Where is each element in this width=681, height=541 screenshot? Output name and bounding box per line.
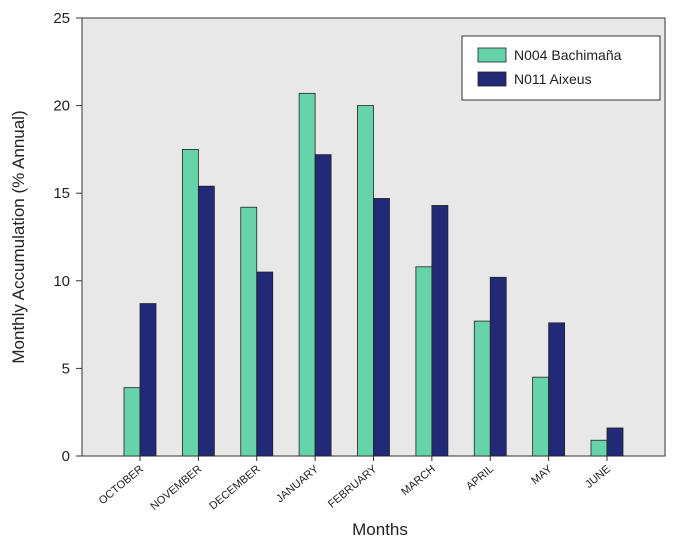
bar (489, 276, 507, 457)
y-tick-label: 10 (53, 273, 70, 290)
bar (298, 92, 316, 457)
bar (256, 271, 274, 457)
x-tick-label: NOVEMBER (148, 463, 204, 513)
y-tick-label: 15 (53, 185, 70, 202)
bar (606, 427, 624, 457)
y-tick-label: 25 (53, 10, 70, 27)
bar (314, 154, 332, 457)
x-tick-label: JANUARY (274, 463, 321, 505)
bar (139, 303, 157, 457)
legend-box (461, 35, 661, 101)
legend-label: N011 Aixeus (514, 71, 592, 87)
x-axis-title: Months (352, 520, 408, 539)
y-tick-label: 0 (62, 448, 70, 465)
y-axis-title: Monthly Accumulation (% Annual) (9, 110, 28, 363)
bar (357, 105, 374, 457)
bar (197, 185, 215, 457)
x-tick-label: OCTOBER (97, 463, 146, 507)
legend-swatch (477, 71, 507, 87)
x-tick-label: APRIL (464, 463, 496, 493)
legend-swatch (477, 47, 507, 63)
bar (373, 198, 390, 457)
x-tick-label: DECEMBER (207, 463, 263, 512)
bar (431, 205, 449, 457)
x-tick-label: FEBRUARY (326, 463, 380, 511)
legend-label: N004 Bachimaña (514, 47, 622, 63)
x-tick-label: MAY (529, 463, 555, 487)
bar (415, 266, 433, 457)
bar (123, 387, 141, 457)
x-tick-label: JUNE (583, 463, 613, 491)
bar (181, 148, 199, 457)
y-tick-label: 20 (53, 98, 70, 115)
bar (548, 322, 566, 457)
bar (590, 439, 608, 457)
bar (473, 320, 491, 457)
y-tick-label: 5 (62, 360, 70, 377)
bar (532, 376, 550, 457)
x-tick-label: MARCH (399, 463, 438, 498)
bar (240, 206, 258, 457)
